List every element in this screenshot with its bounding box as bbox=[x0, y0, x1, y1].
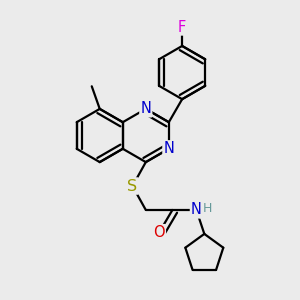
Text: N: N bbox=[191, 202, 202, 217]
Text: F: F bbox=[178, 20, 186, 34]
Text: N: N bbox=[140, 101, 151, 116]
Text: O: O bbox=[153, 225, 165, 240]
Text: N: N bbox=[164, 141, 174, 156]
Text: H: H bbox=[203, 202, 212, 215]
Text: S: S bbox=[128, 178, 138, 194]
